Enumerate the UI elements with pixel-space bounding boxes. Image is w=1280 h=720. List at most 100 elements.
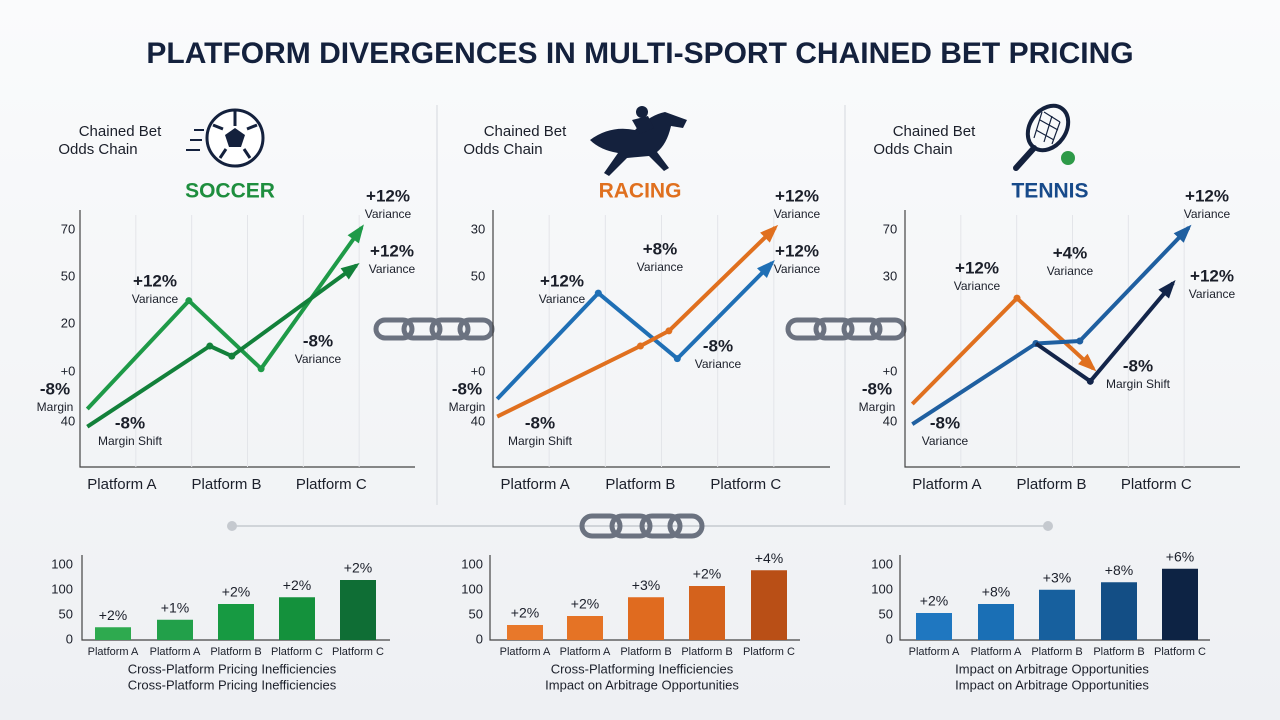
annotation-note: Variance [1189,287,1236,301]
y-axis-label: +0 [471,363,486,378]
bar [1101,582,1137,640]
bar-label: +6% [1166,548,1194,564]
caption: Cross-Platform Pricing Inefficiencies [128,661,337,676]
vertex [257,365,265,373]
x-tick-label: Platform B [1031,646,1082,658]
y-axis-label: 0 [66,631,73,646]
x-tick-label: Platform C [332,646,384,658]
annotation-value: +12% [955,258,999,277]
x-tick-label: Platform A [150,646,201,658]
arrow-head [1173,224,1192,243]
annotation-note: Variance [954,279,1001,293]
vertex [228,352,236,360]
annotation-note: Variance [132,292,179,306]
vertex [185,297,193,305]
y-axis-label: 100 [51,581,73,596]
bar [1039,589,1075,640]
annotation-note: Margin [37,400,74,414]
soccer-ball-icon [186,108,265,168]
vertex [1086,377,1094,385]
chart-header: Chained Bet [79,123,162,140]
x-tick-label: Platform C [271,646,323,658]
annotation-note: Variance [369,262,416,276]
annotation-value: -8% [703,336,733,355]
bar [567,616,603,640]
annotation-value: -8% [930,413,960,432]
y-axis-label: 50 [469,606,483,621]
series-line [85,226,364,411]
vertex [636,342,644,350]
caption: Cross-Platform Pricing Inefficiencies [128,677,337,692]
caption: Impact on Arbitrage Opportunities [955,661,1149,676]
series-line [496,226,777,419]
sport-title: RACING [599,180,682,203]
bar [507,625,543,640]
connector-dot [227,521,237,531]
y-axis-label: 50 [61,268,75,283]
y-axis-label: 100 [871,556,893,571]
tennis-racket-icon [1013,103,1075,171]
x-tick-label: Platform A [500,646,551,658]
y-axis-label: 30 [883,268,897,283]
bar-label: +2% [693,566,721,582]
chart-header: Odds Chain [58,141,137,158]
bar-label: +2% [511,605,539,621]
series-line [910,296,1095,406]
arrow-head [340,263,360,280]
x-tick-label: Platform B [681,646,732,658]
chart-header: Odds Chain [463,141,542,158]
x-tick-label: Platform A [912,476,981,493]
x-tick-label: Platform A [560,646,611,658]
annotation-note: Margin [859,400,896,414]
annotation-value: +12% [540,271,584,290]
bar [95,627,131,640]
annotation-value: -8% [40,379,70,398]
bar-label: +3% [1043,569,1071,585]
vertex [206,342,214,350]
annotation-value: +12% [1190,266,1234,285]
bar [1162,568,1198,640]
vertex [594,289,602,297]
x-tick-label: Platform C [1121,476,1192,493]
y-axis-label: 40 [471,413,485,428]
x-tick-label: Platform B [605,476,675,493]
y-axis-label: +0 [61,363,76,378]
chart-header: Odds Chain [873,141,952,158]
chart-header: Chained Bet [893,123,976,140]
bar-label: +3% [632,577,660,593]
x-tick-label: Platform A [909,646,960,658]
y-axis-label: 100 [461,581,483,596]
y-axis-label: 50 [879,606,893,621]
y-axis-label: 50 [59,606,73,621]
y-axis-label: 0 [886,631,893,646]
annotation-value: +12% [775,241,819,260]
y-axis-label: +0 [883,363,898,378]
bar-label: +2% [920,593,948,609]
y-axis-label: 40 [61,413,75,428]
annotation-note: Variance [1047,264,1094,278]
x-tick-label: Platform A [87,476,156,493]
bar-label: +1% [161,599,189,615]
bar [628,597,664,640]
bar [689,586,725,640]
x-tick-label: Platform A [501,476,570,493]
page-title: PLATFORM DIVERGENCES IN MULTI-SPORT CHAI… [146,37,1133,70]
x-tick-label: Platform C [743,646,795,658]
y-axis-label: 100 [51,556,73,571]
annotation-value: -8% [862,379,892,398]
annotation-note: Margin Shift [508,434,573,448]
annotation-note: Margin Shift [1106,377,1171,391]
annotation-value: +12% [1185,186,1229,205]
x-tick-label: Platform B [210,646,261,658]
annotation-note: Variance [922,434,969,448]
annotation-value: -8% [525,413,555,432]
x-tick-label: Platform B [620,646,671,658]
chart-header: Chained Bet [484,123,567,140]
series-line [911,226,1191,426]
bar-label: +2% [283,577,311,593]
caption: Cross-Platforming Inefficiencies [551,661,734,676]
vertex [1013,294,1021,302]
annotation-note: Variance [1184,207,1231,221]
arrow-head [757,260,775,278]
